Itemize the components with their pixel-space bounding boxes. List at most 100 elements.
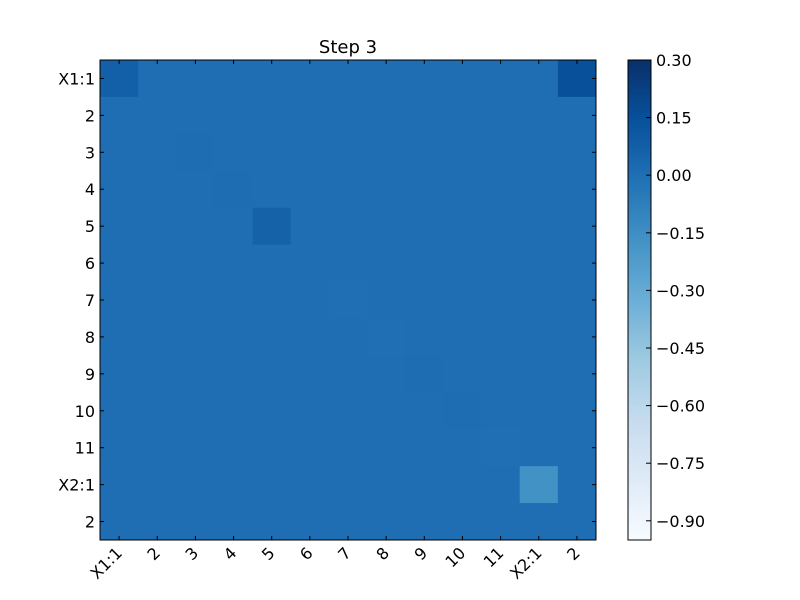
heatmap-cell (290, 96, 330, 135)
heatmap-cell (328, 318, 368, 356)
x-tick-label: 9 (410, 543, 431, 564)
heatmap-cell (519, 170, 559, 209)
heatmap-cell (214, 96, 254, 135)
heatmap-cell (138, 60, 177, 98)
heatmap-cell (328, 466, 368, 504)
heatmap-cell (405, 60, 444, 98)
heatmap-cell (557, 503, 597, 541)
heatmap-cell (405, 355, 444, 393)
heatmap-cell (290, 392, 330, 430)
heatmap-cell (367, 355, 406, 393)
heatmap-cell (367, 60, 406, 98)
heatmap-cell (214, 392, 254, 430)
heatmap-cell (557, 392, 597, 430)
heatmap-cell (176, 429, 215, 467)
heatmap-cell (519, 392, 559, 430)
heatmap-cell (100, 429, 139, 467)
y-tick-labels: X1:1 2 3 4 5 6 7 8 9 10 11 X2:1 2 (58, 69, 95, 531)
heatmap-cell (290, 60, 330, 98)
heatmap-cell (214, 429, 254, 467)
heatmap-cell (557, 466, 597, 504)
x-tick-label: 3 (182, 543, 203, 564)
heatmap-cell (367, 429, 406, 467)
heatmap-cell (443, 318, 482, 356)
heatmap-cell (557, 355, 597, 393)
heatmap-cell (176, 244, 215, 282)
heatmap-cell (519, 281, 559, 319)
y-tick-label: 3 (85, 143, 95, 162)
heatmap-cell (252, 318, 292, 356)
x-tick-label: X1:1 (87, 543, 126, 582)
colorbar-tick-label: −0.15 (656, 224, 705, 243)
heatmap-cell (443, 96, 482, 135)
heatmap-cell (519, 60, 559, 98)
heatmap-cell (443, 60, 482, 98)
heatmap-cell (443, 244, 482, 282)
colorbar-tick-label: 0.30 (656, 51, 692, 70)
heatmap-cell (176, 318, 215, 356)
heatmap-cell (176, 207, 215, 246)
heatmap-cell (138, 207, 177, 246)
heatmap-cell (252, 503, 292, 541)
colorbar-tick-label: −0.30 (656, 281, 705, 300)
heatmap-cell (443, 466, 482, 504)
heatmap-cell (519, 318, 559, 356)
heatmap-cell (100, 170, 139, 209)
heatmap-cell (290, 207, 330, 246)
y-tick-label: 4 (85, 180, 95, 199)
heatmap-cell (138, 429, 177, 467)
heatmap-cell (100, 60, 139, 98)
heatmap-cell (138, 244, 177, 282)
colorbar-tick-label: −0.45 (656, 339, 705, 358)
y-tick-label: X1:1 (58, 69, 95, 88)
heatmap-cell (214, 133, 254, 172)
heatmap-cell (252, 244, 292, 282)
heatmap-cell (405, 207, 444, 246)
heatmap-cell (176, 466, 215, 504)
heatmap-cell (290, 466, 330, 504)
x-tick-label: 2 (563, 543, 584, 564)
heatmap-cell (214, 318, 254, 356)
colorbar-tick-label: 0.00 (656, 166, 692, 185)
x-tick-label: 2 (143, 543, 164, 564)
x-tick-label: 7 (334, 543, 355, 564)
y-tick-label: 2 (85, 513, 95, 532)
heatmap-cell (367, 207, 406, 246)
heatmap-cell (405, 170, 444, 209)
heatmap-cell (252, 281, 292, 319)
y-tick-label: 5 (85, 217, 95, 236)
heatmap-cell (176, 355, 215, 393)
heatmap-cell (481, 96, 521, 135)
heatmap-cell (138, 392, 177, 430)
heatmap-cell (367, 96, 406, 135)
heatmap-cell (214, 281, 254, 319)
heatmap-cell (328, 429, 368, 467)
heatmap-cell (290, 318, 330, 356)
heatmap-cell (252, 355, 292, 393)
heatmap-cell (176, 503, 215, 541)
heatmap-cell (519, 503, 559, 541)
heatmap-cell (519, 244, 559, 282)
heatmap-cell (519, 355, 559, 393)
heatmap-cell (405, 503, 444, 541)
heatmap-cell (557, 244, 597, 282)
heatmap-cell (405, 281, 444, 319)
heatmap-cell (214, 503, 254, 541)
heatmap-cell (138, 503, 177, 541)
heatmap-cell (328, 281, 368, 319)
x-tick-label: 11 (480, 543, 508, 571)
x-tick-label: X2:1 (506, 543, 545, 582)
heatmap-cell (176, 170, 215, 209)
heatmap-cell (290, 281, 330, 319)
heatmap-cell (405, 429, 444, 467)
heatmap-cell (443, 355, 482, 393)
heatmap-cell (100, 392, 139, 430)
heatmap-cells (100, 60, 597, 541)
heatmap-cell (290, 429, 330, 467)
heatmap-cell (405, 244, 444, 282)
heatmap-cell (405, 318, 444, 356)
heatmap-cell (252, 466, 292, 504)
heatmap-cell (100, 133, 139, 172)
heatmap-cell (443, 170, 482, 209)
